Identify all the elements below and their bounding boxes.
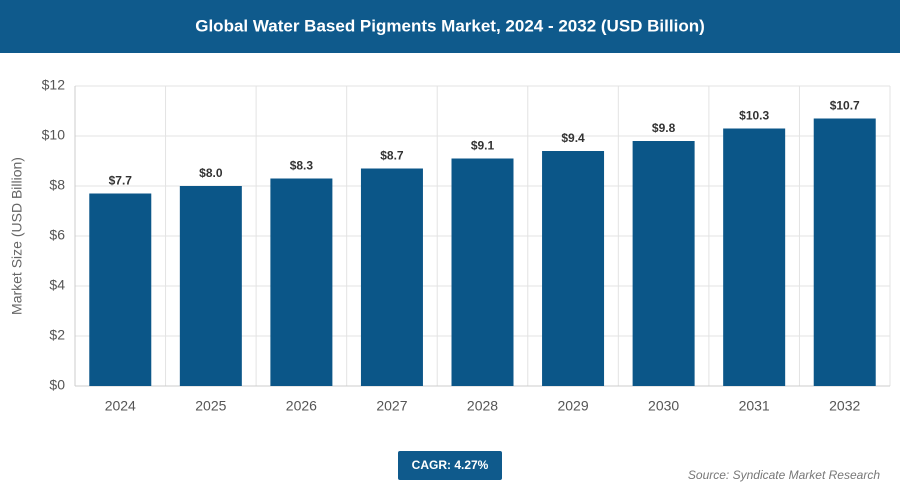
x-tick-label: 2026 (286, 398, 317, 414)
bar (360, 168, 423, 386)
bar (89, 193, 152, 386)
value-label: $8.3 (290, 159, 314, 173)
y-tick-label: $0 (49, 377, 65, 393)
bar (270, 178, 333, 386)
x-tick-label: 2028 (467, 398, 498, 414)
y-tick-label: $12 (42, 77, 66, 93)
x-tick-label: 2031 (739, 398, 770, 414)
chart-title: Global Water Based Pigments Market, 2024… (195, 16, 705, 35)
y-tick-label: $8 (49, 177, 65, 193)
bar (813, 118, 876, 386)
y-tick-label: $2 (49, 327, 65, 343)
y-tick-label: $4 (49, 277, 65, 293)
x-tick-label: 2024 (105, 398, 136, 414)
x-tick-label: 2030 (648, 398, 679, 414)
source-note: Source: Syndicate Market Research (688, 468, 880, 482)
y-tick-label: $6 (49, 227, 65, 243)
value-label: $9.1 (471, 139, 495, 153)
value-label: $10.3 (739, 109, 769, 123)
cagr-text: CAGR: 4.27% (412, 458, 489, 472)
value-label: $10.7 (830, 99, 860, 113)
bar (723, 128, 786, 386)
value-label: $8.7 (380, 149, 404, 163)
value-label: $8.0 (199, 166, 223, 180)
y-tick-label: $10 (42, 127, 66, 143)
y-axis-title: Market Size (USD Billion) (9, 157, 25, 315)
x-tick-label: 2029 (557, 398, 588, 414)
bar (451, 158, 514, 386)
x-tick-label: 2027 (376, 398, 407, 414)
value-label: $7.7 (109, 174, 133, 188)
bar (542, 151, 605, 386)
value-label: $9.4 (561, 131, 585, 145)
header-bar (0, 0, 900, 53)
cagr-badge (398, 451, 502, 480)
bar (632, 141, 695, 386)
bar (179, 186, 242, 386)
value-label: $9.8 (652, 121, 676, 135)
x-tick-label: 2025 (195, 398, 226, 414)
x-tick-label: 2032 (829, 398, 860, 414)
